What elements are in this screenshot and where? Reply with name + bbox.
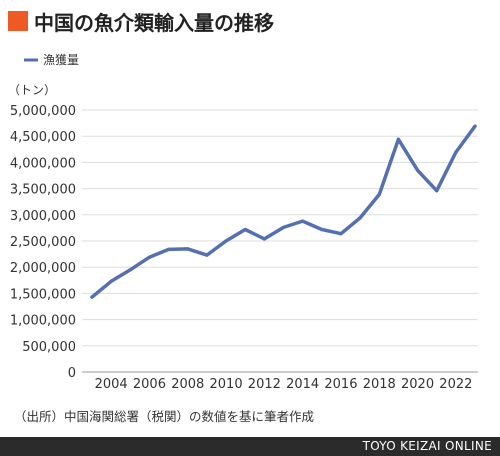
x-tick-label: 2010 [210,377,243,392]
x-tick-label: 2020 [401,377,434,392]
data-point [224,239,228,243]
data-point [320,227,324,232]
data-point [358,216,362,220]
y-tick-label: 4,500,000 [10,130,76,145]
data-point [281,225,286,229]
data-point [473,124,477,128]
data-point [301,219,305,223]
legend-label: 漁獲量 [43,53,79,67]
data-point [415,168,420,172]
x-tick-label: 2016 [324,377,357,392]
y-tick-label: 0 [68,366,76,381]
title-row: 中国の魚介類輸入量の推移 [8,8,274,35]
x-tick-label: 2006 [133,377,166,392]
data-point [205,253,209,257]
data-point [109,279,113,283]
y-tick-label: 2,500,000 [10,235,76,250]
x-tick-label: 2012 [248,377,281,392]
data-point [167,247,171,251]
x-tick-label: 2022 [439,377,472,392]
y-tick-label: 1,000,000 [10,314,76,329]
data-point [186,247,190,251]
data-point [90,295,94,299]
data-point [396,137,400,141]
footer-bar: TOYO KEIZAI ONLINE [0,437,500,456]
x-tick-label: 2004 [95,377,128,392]
y-tick-label: 500,000 [22,340,76,355]
data-point [454,150,458,155]
data-point [339,232,343,236]
y-tick-label: 2,000,000 [10,261,76,276]
brand-label: TOYO KEIZAI ONLINE [362,439,492,453]
line-chart: 0 500,000 1,000,000 1,500,000 2,000,000 2,500… [8,53,478,392]
data-point [435,189,439,193]
y-tick-label: 4,000,000 [10,156,76,171]
x-tick-label: 2018 [363,377,396,392]
y-tick-label: 3,500,000 [10,183,76,198]
y-axis-label: （トン） [8,83,56,97]
data-point [147,255,152,259]
x-tick-label: 2008 [171,377,204,392]
series-line [90,124,477,299]
chart-title: 中国の魚介類輸入量の推移 [34,10,274,35]
y-tick-label: 1,500,000 [10,287,76,302]
source-note: （出所）中国海関総署（税関）の数値を基に筆者作成 [14,409,315,424]
title-accent-square [8,11,28,31]
y-tick-label: 5,000,000 [10,104,76,119]
data-point [128,268,132,272]
y-tick-label: 3,000,000 [10,209,76,224]
data-point [377,192,381,196]
data-point [243,227,247,232]
x-tick-label: 2014 [286,377,319,392]
data-point [262,237,266,241]
